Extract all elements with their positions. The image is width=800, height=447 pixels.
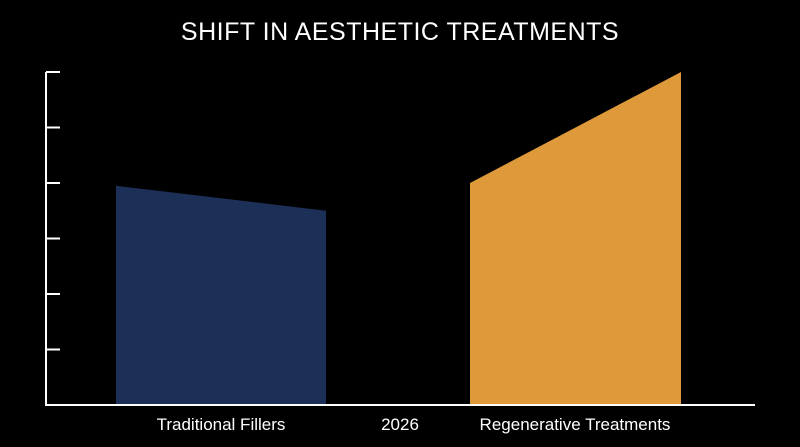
x-label-regenerative-treatments: Regenerative Treatments [480, 415, 671, 434]
axes [45, 71, 755, 406]
x-label-traditional-fillers: Traditional Fillers [157, 415, 286, 434]
chart-title: SHIFT IN AESTHETIC TREATMENTS [180, 18, 620, 46]
area-regenerative-treatments [470, 72, 681, 405]
area-traditional-fillers [116, 185, 326, 405]
x-tick-label-2026: 2026 [381, 415, 419, 434]
marks-layer [116, 72, 681, 405]
